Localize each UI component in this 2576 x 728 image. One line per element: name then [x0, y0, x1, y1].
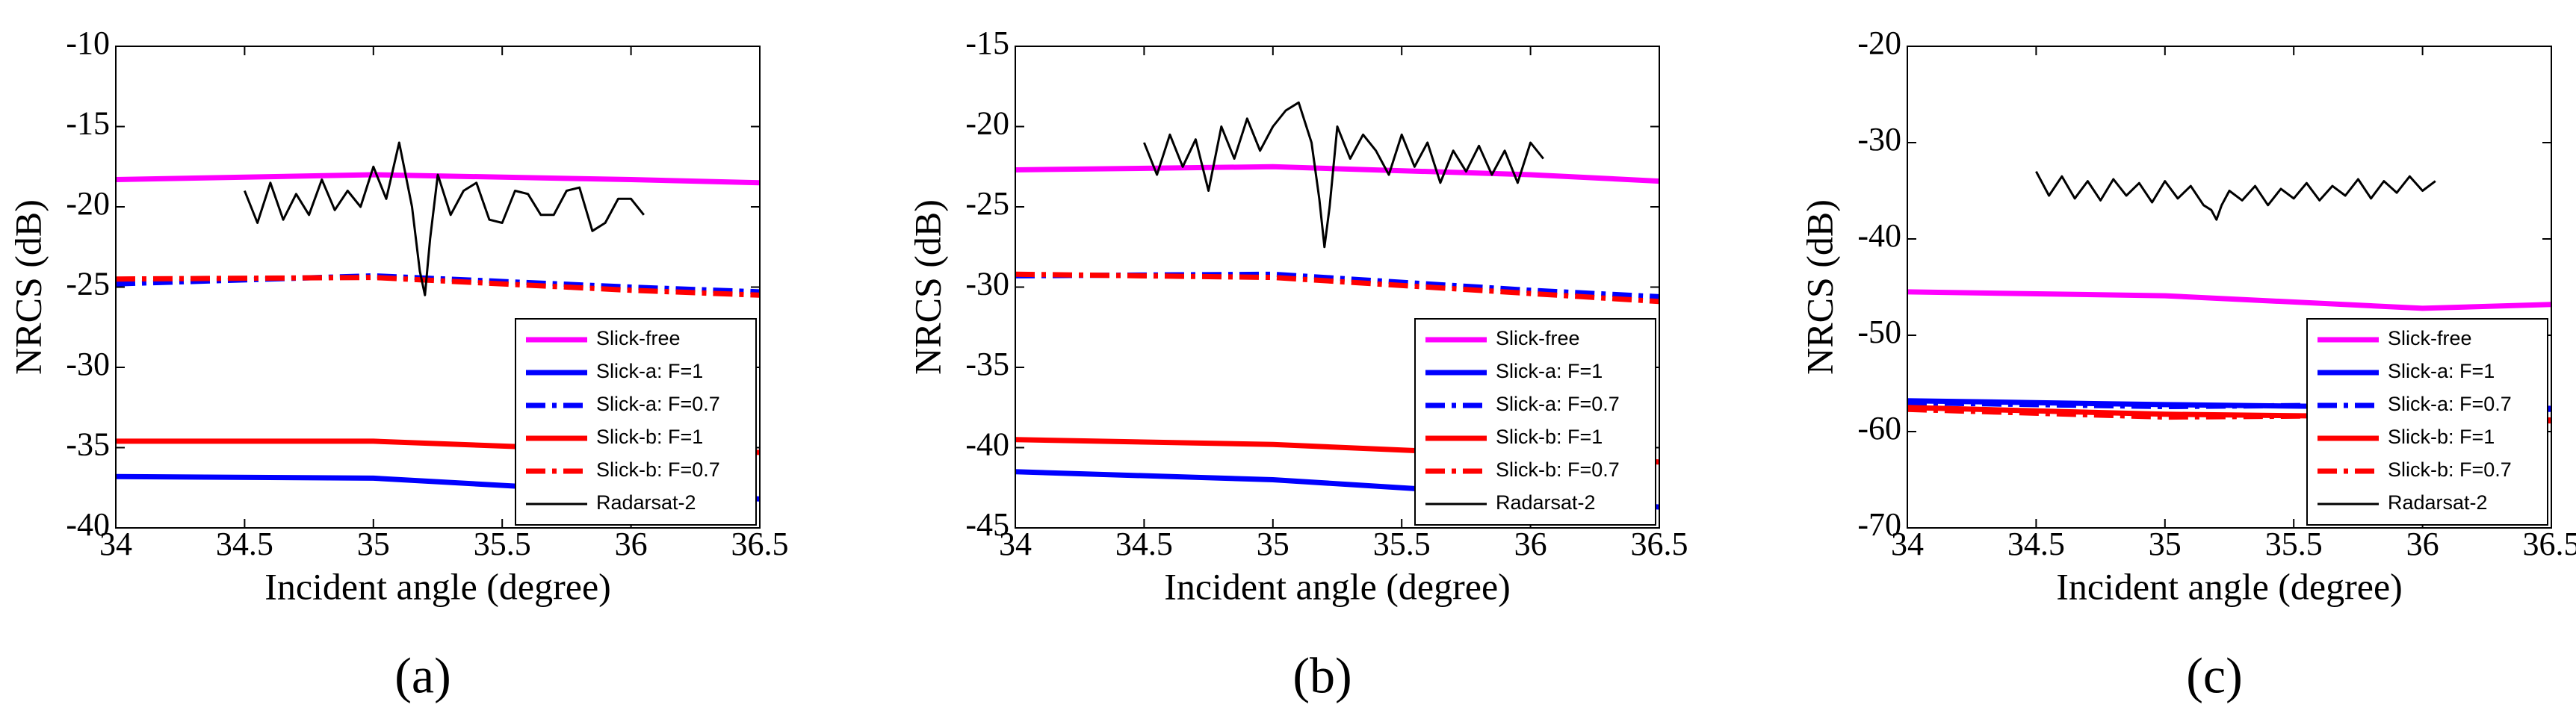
- legend-label: Slick-a: F=1: [2388, 360, 2495, 382]
- y-tick-label: -20: [965, 105, 1009, 142]
- legend-box: [515, 318, 757, 526]
- x-tick-label: 34: [1891, 526, 1924, 562]
- y-tick-label: -70: [1857, 506, 1901, 543]
- y-tick-label: -10: [66, 25, 110, 61]
- x-tick-label: 34.5: [2007, 526, 2065, 562]
- y-tick-label: -15: [965, 25, 1009, 61]
- x-tick-label: 34.5: [216, 526, 273, 562]
- legend-label: Slick-b: F=0.7: [2388, 458, 2512, 481]
- legend-label: Slick-b: F=1: [1496, 426, 1603, 448]
- legend-label: Slick-b: F=1: [2388, 426, 2495, 448]
- legend-label: Slick-free: [2388, 327, 2472, 349]
- y-tick-label: -20: [1857, 25, 1901, 61]
- x-tick-label: 36: [1514, 526, 1547, 562]
- x-tick-label: 35: [357, 526, 390, 562]
- y-axis-label: NRCS (dB): [7, 199, 49, 375]
- x-tick-label: 36.5: [2523, 526, 2576, 562]
- series-line: [1907, 289, 2552, 311]
- legend-label: Slick-b: F=0.7: [596, 458, 720, 481]
- x-tick-label: 35: [1257, 526, 1289, 562]
- x-tick-label: 35: [2149, 526, 2182, 562]
- series-line: [115, 275, 761, 298]
- legend-label: Slick-free: [596, 327, 681, 349]
- x-tick-label: 36.5: [1631, 526, 1688, 562]
- y-tick-label: -30: [1857, 121, 1901, 158]
- y-axis-label: NRCS (dB): [906, 199, 948, 375]
- axes-box: [115, 46, 761, 529]
- legend-label: Slick-a: F=0.7: [1496, 393, 1620, 415]
- axes-box: [1907, 46, 2552, 529]
- panel-label: (c): [2186, 647, 2242, 704]
- legend-label: Slick-a: F=1: [1496, 360, 1603, 382]
- x-tick-label: 36.5: [731, 526, 789, 562]
- series-line: [244, 141, 645, 296]
- x-axis-label: Incident angle (degree): [2056, 565, 2403, 607]
- legend-label: Slick-a: F=0.7: [2388, 393, 2512, 415]
- series-line: [1143, 101, 1544, 249]
- y-tick-label: -35: [66, 426, 110, 463]
- panel-label: (a): [394, 647, 451, 704]
- series-line: [115, 172, 761, 186]
- x-tick-label: 35.5: [2265, 526, 2323, 562]
- y-tick-label: -20: [66, 185, 110, 222]
- y-tick-label: -25: [66, 266, 110, 302]
- x-tick-label: 36: [2406, 526, 2439, 562]
- series-line: [1015, 271, 1660, 305]
- y-tick-label: -30: [965, 266, 1009, 302]
- legend-label: Radarsat-2: [596, 491, 696, 514]
- axes-box: [1015, 46, 1660, 529]
- y-tick-label: -40: [66, 506, 110, 543]
- y-tick-label: -40: [965, 426, 1009, 463]
- legend-label: Slick-a: F=1: [596, 360, 703, 382]
- x-tick-label: 34.5: [1115, 526, 1173, 562]
- x-tick-label: 36: [615, 526, 648, 562]
- y-tick-label: -50: [1857, 314, 1901, 350]
- y-tick-label: -60: [1857, 410, 1901, 447]
- y-tick-label: -25: [965, 185, 1009, 222]
- legend-label: Slick-b: F=0.7: [1496, 458, 1620, 481]
- series-line: [2035, 170, 2436, 221]
- x-tick-label: 35.5: [1373, 526, 1431, 562]
- legend-label: Slick-a: F=0.7: [596, 393, 720, 415]
- y-tick-label: -40: [1857, 217, 1901, 254]
- legend-label: Radarsat-2: [2388, 491, 2488, 514]
- x-tick-label: 34: [99, 526, 132, 562]
- x-tick-label: 35.5: [474, 526, 531, 562]
- y-axis-label: NRCS (dB): [1798, 199, 1840, 375]
- legend-label: Slick-free: [1496, 327, 1580, 349]
- x-axis-label: Incident angle (degree): [264, 565, 611, 607]
- panel-label: (b): [1292, 647, 1352, 704]
- series-line: [1015, 164, 1660, 184]
- series-line: [1907, 406, 2552, 424]
- legend-label: Slick-b: F=1: [596, 426, 703, 448]
- x-tick-label: 34: [999, 526, 1032, 562]
- y-tick-label: -35: [965, 346, 1009, 382]
- y-tick-label: -45: [965, 506, 1009, 543]
- x-axis-label: Incident angle (degree): [1164, 565, 1511, 607]
- legend-label: Radarsat-2: [1496, 491, 1596, 514]
- legend-box: [2306, 318, 2548, 526]
- y-tick-label: -15: [66, 105, 110, 142]
- legend-box: [1414, 318, 1656, 526]
- y-tick-label: -30: [66, 346, 110, 382]
